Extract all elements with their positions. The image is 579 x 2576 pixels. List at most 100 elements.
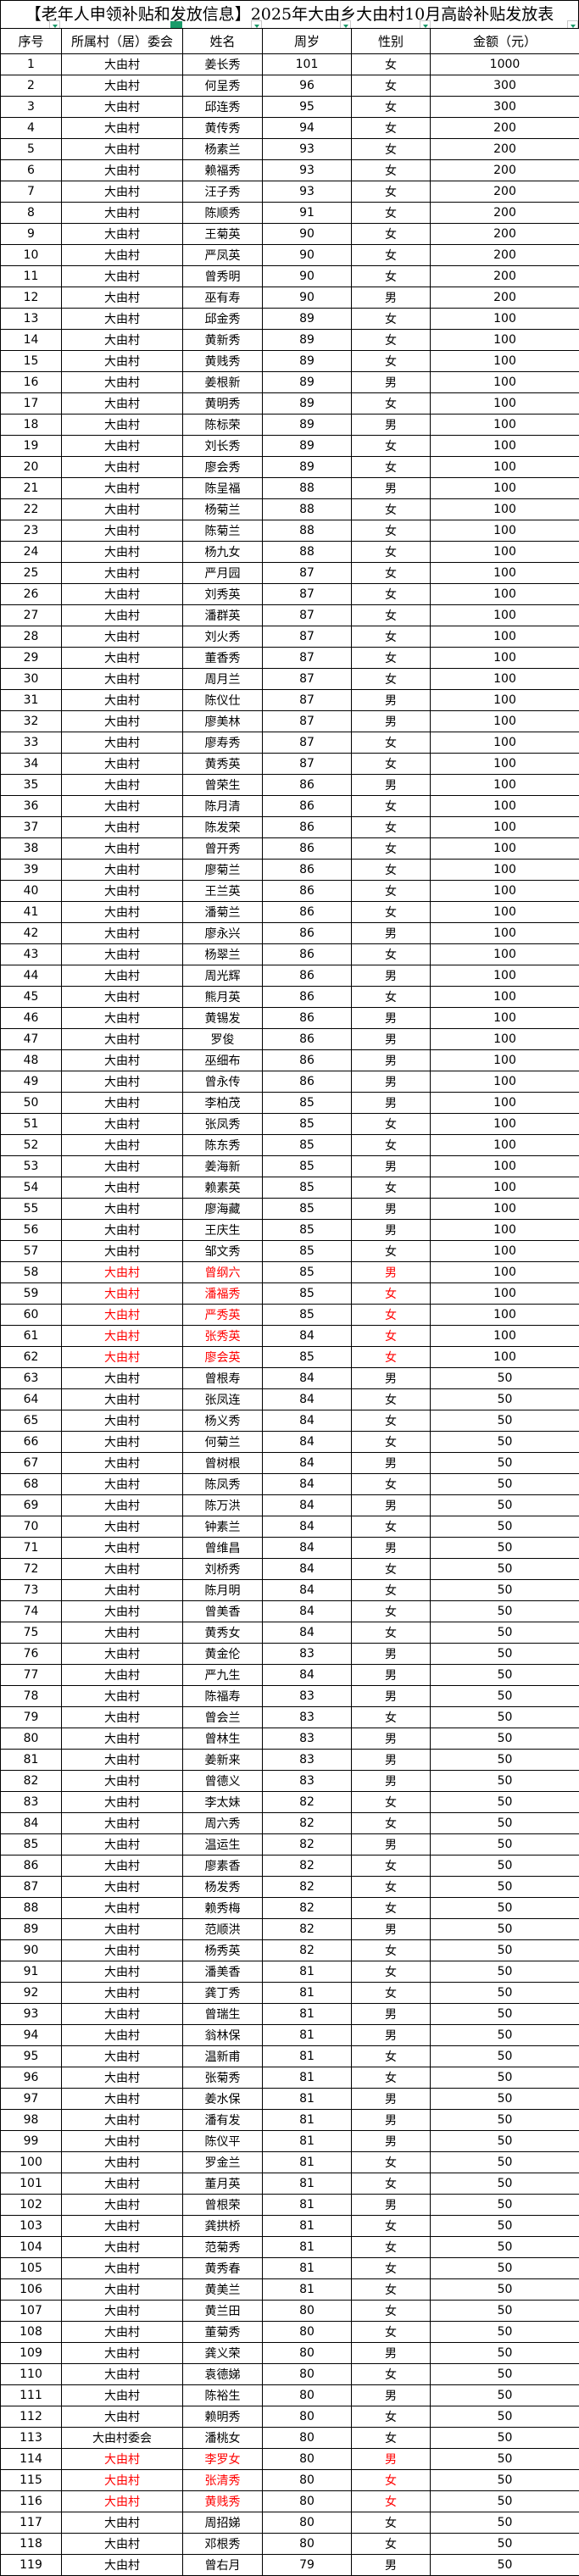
cell-village[interactable]: 大由村 xyxy=(61,668,183,690)
cell-amount[interactable]: 200 xyxy=(430,159,579,181)
cell-sex[interactable]: 女 xyxy=(351,2151,431,2173)
cell-village[interactable]: 大由村 xyxy=(61,1007,183,1029)
cell-amount[interactable]: 50 xyxy=(430,1855,579,1877)
cell-seq[interactable]: 105 xyxy=(0,2257,62,2279)
cell-amount[interactable]: 100 xyxy=(430,1346,579,1368)
cell-seq[interactable]: 101 xyxy=(0,2173,62,2195)
cell-age[interactable]: 87 xyxy=(262,753,352,775)
cell-name[interactable]: 陈呈福 xyxy=(182,477,263,499)
cell-age[interactable]: 89 xyxy=(262,392,352,414)
cell-name[interactable]: 袁德娣 xyxy=(182,2363,263,2385)
cell-name[interactable]: 曾维昌 xyxy=(182,1537,263,1559)
cell-amount[interactable]: 50 xyxy=(430,2088,579,2110)
cell-seq[interactable]: 10 xyxy=(0,244,62,266)
cell-seq[interactable]: 8 xyxy=(0,202,62,224)
cell-seq[interactable]: 34 xyxy=(0,753,62,775)
cell-seq[interactable]: 73 xyxy=(0,1579,62,1601)
cell-age[interactable]: 80 xyxy=(262,2448,352,2470)
cell-seq[interactable]: 108 xyxy=(0,2321,62,2343)
cell-seq[interactable]: 4 xyxy=(0,117,62,139)
cell-village[interactable]: 大由村 xyxy=(61,689,183,711)
cell-amount[interactable]: 100 xyxy=(430,965,579,987)
cell-name[interactable]: 邱连秀 xyxy=(182,96,263,118)
cell-amount[interactable]: 50 xyxy=(430,2173,579,2195)
cell-seq[interactable]: 115 xyxy=(0,2469,62,2491)
cell-age[interactable]: 90 xyxy=(262,223,352,245)
cell-sex[interactable]: 女 xyxy=(351,541,431,563)
cell-amount[interactable]: 50 xyxy=(430,2257,579,2279)
cell-seq[interactable]: 85 xyxy=(0,1833,62,1855)
cell-seq[interactable]: 18 xyxy=(0,414,62,436)
cell-age[interactable]: 87 xyxy=(262,562,352,584)
cell-amount[interactable]: 100 xyxy=(430,710,579,732)
cell-age[interactable]: 84 xyxy=(262,1494,352,1516)
cell-name[interactable]: 陈仪仕 xyxy=(182,689,263,711)
cell-age[interactable]: 85 xyxy=(262,1240,352,1262)
cell-sex[interactable]: 女 xyxy=(351,117,431,139)
cell-age[interactable]: 80 xyxy=(262,2384,352,2406)
cell-seq[interactable]: 41 xyxy=(0,901,62,923)
cell-seq[interactable]: 24 xyxy=(0,541,62,563)
cell-seq[interactable]: 100 xyxy=(0,2151,62,2173)
cell-age[interactable]: 82 xyxy=(262,1812,352,1834)
cell-age[interactable]: 84 xyxy=(262,1473,352,1495)
cell-amount[interactable]: 50 xyxy=(430,1410,579,1432)
cell-sex[interactable]: 男 xyxy=(351,1092,431,1114)
cell-age[interactable]: 80 xyxy=(262,2469,352,2491)
cell-age[interactable]: 80 xyxy=(262,2363,352,2385)
cell-sex[interactable]: 男 xyxy=(351,2448,431,2470)
cell-name[interactable]: 姜海新 xyxy=(182,1155,263,1177)
cell-amount[interactable]: 100 xyxy=(430,837,579,860)
cell-amount[interactable]: 50 xyxy=(430,1388,579,1410)
cell-name[interactable]: 王菊英 xyxy=(182,223,263,245)
cell-amount[interactable]: 50 xyxy=(430,1622,579,1644)
filter-active-village[interactable] xyxy=(170,21,182,28)
cell-seq[interactable]: 35 xyxy=(0,774,62,796)
cell-name[interactable]: 严九生 xyxy=(182,1664,263,1686)
cell-amount[interactable]: 50 xyxy=(430,1833,579,1855)
cell-amount[interactable]: 100 xyxy=(430,1282,579,1305)
cell-name[interactable]: 刘桥秀 xyxy=(182,1558,263,1580)
cell-seq[interactable]: 46 xyxy=(0,1007,62,1029)
cell-amount[interactable]: 100 xyxy=(430,520,579,542)
cell-village[interactable]: 大由村 xyxy=(61,1431,183,1453)
cell-sex[interactable]: 女 xyxy=(351,2321,431,2343)
cell-name[interactable]: 廖会秀 xyxy=(182,456,263,478)
cell-name[interactable]: 龚丁秀 xyxy=(182,1982,263,2004)
cell-seq[interactable]: 9 xyxy=(0,223,62,245)
cell-age[interactable]: 86 xyxy=(262,1049,352,1071)
cell-name[interactable]: 杨发秀 xyxy=(182,1876,263,1898)
cell-age[interactable]: 80 xyxy=(262,2406,352,2428)
cell-village[interactable]: 大由村 xyxy=(61,2363,183,2385)
cell-age[interactable]: 83 xyxy=(262,1728,352,1750)
cell-name[interactable]: 王兰英 xyxy=(182,880,263,902)
cell-sex[interactable]: 女 xyxy=(351,880,431,902)
cell-name[interactable]: 姜长秀 xyxy=(182,53,263,75)
cell-name[interactable]: 廖海藏 xyxy=(182,1198,263,1220)
cell-age[interactable]: 83 xyxy=(262,1685,352,1707)
cell-age[interactable]: 84 xyxy=(262,1367,352,1389)
cell-age[interactable]: 89 xyxy=(262,435,352,457)
cell-village[interactable]: 大由村 xyxy=(61,1706,183,1728)
cell-village[interactable]: 大由村 xyxy=(61,1346,183,1368)
cell-seq[interactable]: 5 xyxy=(0,138,62,160)
cell-seq[interactable]: 76 xyxy=(0,1643,62,1665)
cell-village[interactable]: 大由村 xyxy=(61,2088,183,2110)
cell-village[interactable]: 大由村 xyxy=(61,1113,183,1135)
cell-name[interactable]: 巫有寿 xyxy=(182,287,263,309)
cell-name[interactable]: 周六秀 xyxy=(182,1812,263,1834)
cell-amount[interactable]: 100 xyxy=(430,1219,579,1241)
cell-sex[interactable]: 男 xyxy=(351,689,431,711)
cell-name[interactable]: 严月园 xyxy=(182,562,263,584)
cell-village[interactable]: 大由村 xyxy=(61,1855,183,1877)
cell-age[interactable]: 88 xyxy=(262,520,352,542)
cell-village[interactable]: 大由村 xyxy=(61,96,183,118)
cell-name[interactable]: 杨翠兰 xyxy=(182,943,263,965)
cell-seq[interactable]: 39 xyxy=(0,859,62,881)
cell-sex[interactable]: 女 xyxy=(351,2406,431,2428)
cell-name[interactable]: 范菊秀 xyxy=(182,2236,263,2258)
cell-village[interactable]: 大由村 xyxy=(61,1049,183,1071)
cell-age[interactable]: 83 xyxy=(262,1706,352,1728)
cell-seq[interactable]: 71 xyxy=(0,1537,62,1559)
cell-seq[interactable]: 68 xyxy=(0,1473,62,1495)
